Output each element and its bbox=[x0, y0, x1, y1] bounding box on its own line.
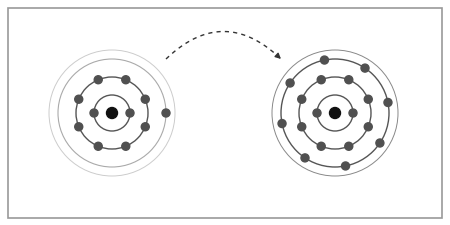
Circle shape bbox=[94, 142, 102, 150]
Circle shape bbox=[278, 119, 286, 128]
Circle shape bbox=[342, 162, 350, 170]
Circle shape bbox=[298, 95, 306, 103]
Circle shape bbox=[301, 154, 309, 162]
Circle shape bbox=[349, 109, 357, 117]
Circle shape bbox=[122, 142, 130, 150]
Circle shape bbox=[376, 139, 384, 147]
Circle shape bbox=[384, 99, 392, 106]
Circle shape bbox=[345, 142, 353, 150]
Circle shape bbox=[364, 95, 372, 103]
Circle shape bbox=[320, 56, 328, 64]
Circle shape bbox=[141, 95, 149, 103]
Circle shape bbox=[94, 76, 102, 84]
Circle shape bbox=[361, 64, 369, 72]
Circle shape bbox=[107, 108, 117, 119]
Circle shape bbox=[313, 109, 321, 117]
Circle shape bbox=[122, 76, 130, 84]
Circle shape bbox=[162, 109, 170, 117]
Circle shape bbox=[75, 95, 83, 103]
Circle shape bbox=[141, 123, 149, 131]
Circle shape bbox=[364, 123, 372, 131]
Circle shape bbox=[75, 123, 83, 131]
Circle shape bbox=[286, 79, 294, 87]
Circle shape bbox=[90, 109, 98, 117]
Circle shape bbox=[317, 142, 325, 150]
Circle shape bbox=[329, 108, 341, 119]
Circle shape bbox=[126, 109, 134, 117]
Circle shape bbox=[298, 123, 306, 131]
Circle shape bbox=[345, 76, 353, 84]
Circle shape bbox=[317, 76, 325, 84]
